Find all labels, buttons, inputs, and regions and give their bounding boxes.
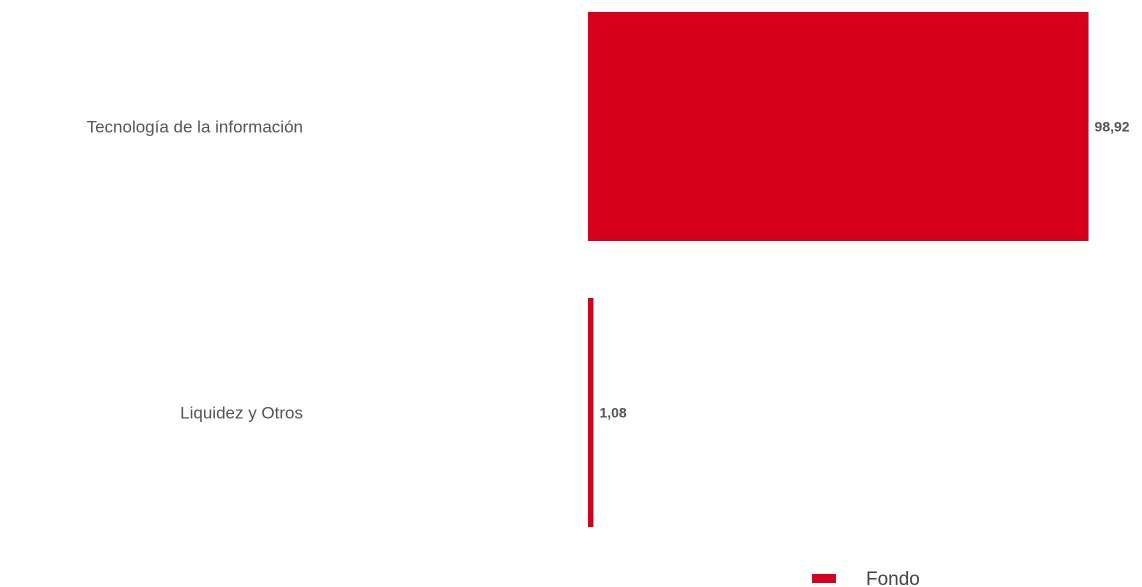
category-label: Tecnología de la información xyxy=(87,118,303,137)
category-labels: Tecnología de la información Liquidez y O… xyxy=(87,118,303,423)
legend-swatch-fondo xyxy=(812,574,836,583)
value-labels: 98,92 1,08 xyxy=(599,119,1129,421)
legend: Fondo xyxy=(812,569,920,587)
legend-label-fondo: Fondo xyxy=(866,569,920,587)
value-label: 98,92 xyxy=(1095,119,1130,135)
value-label: 1,08 xyxy=(599,405,626,421)
bar xyxy=(588,12,1089,241)
bar xyxy=(588,298,594,527)
category-label: Liquidez y Otros xyxy=(180,404,303,423)
bars xyxy=(588,12,1089,527)
